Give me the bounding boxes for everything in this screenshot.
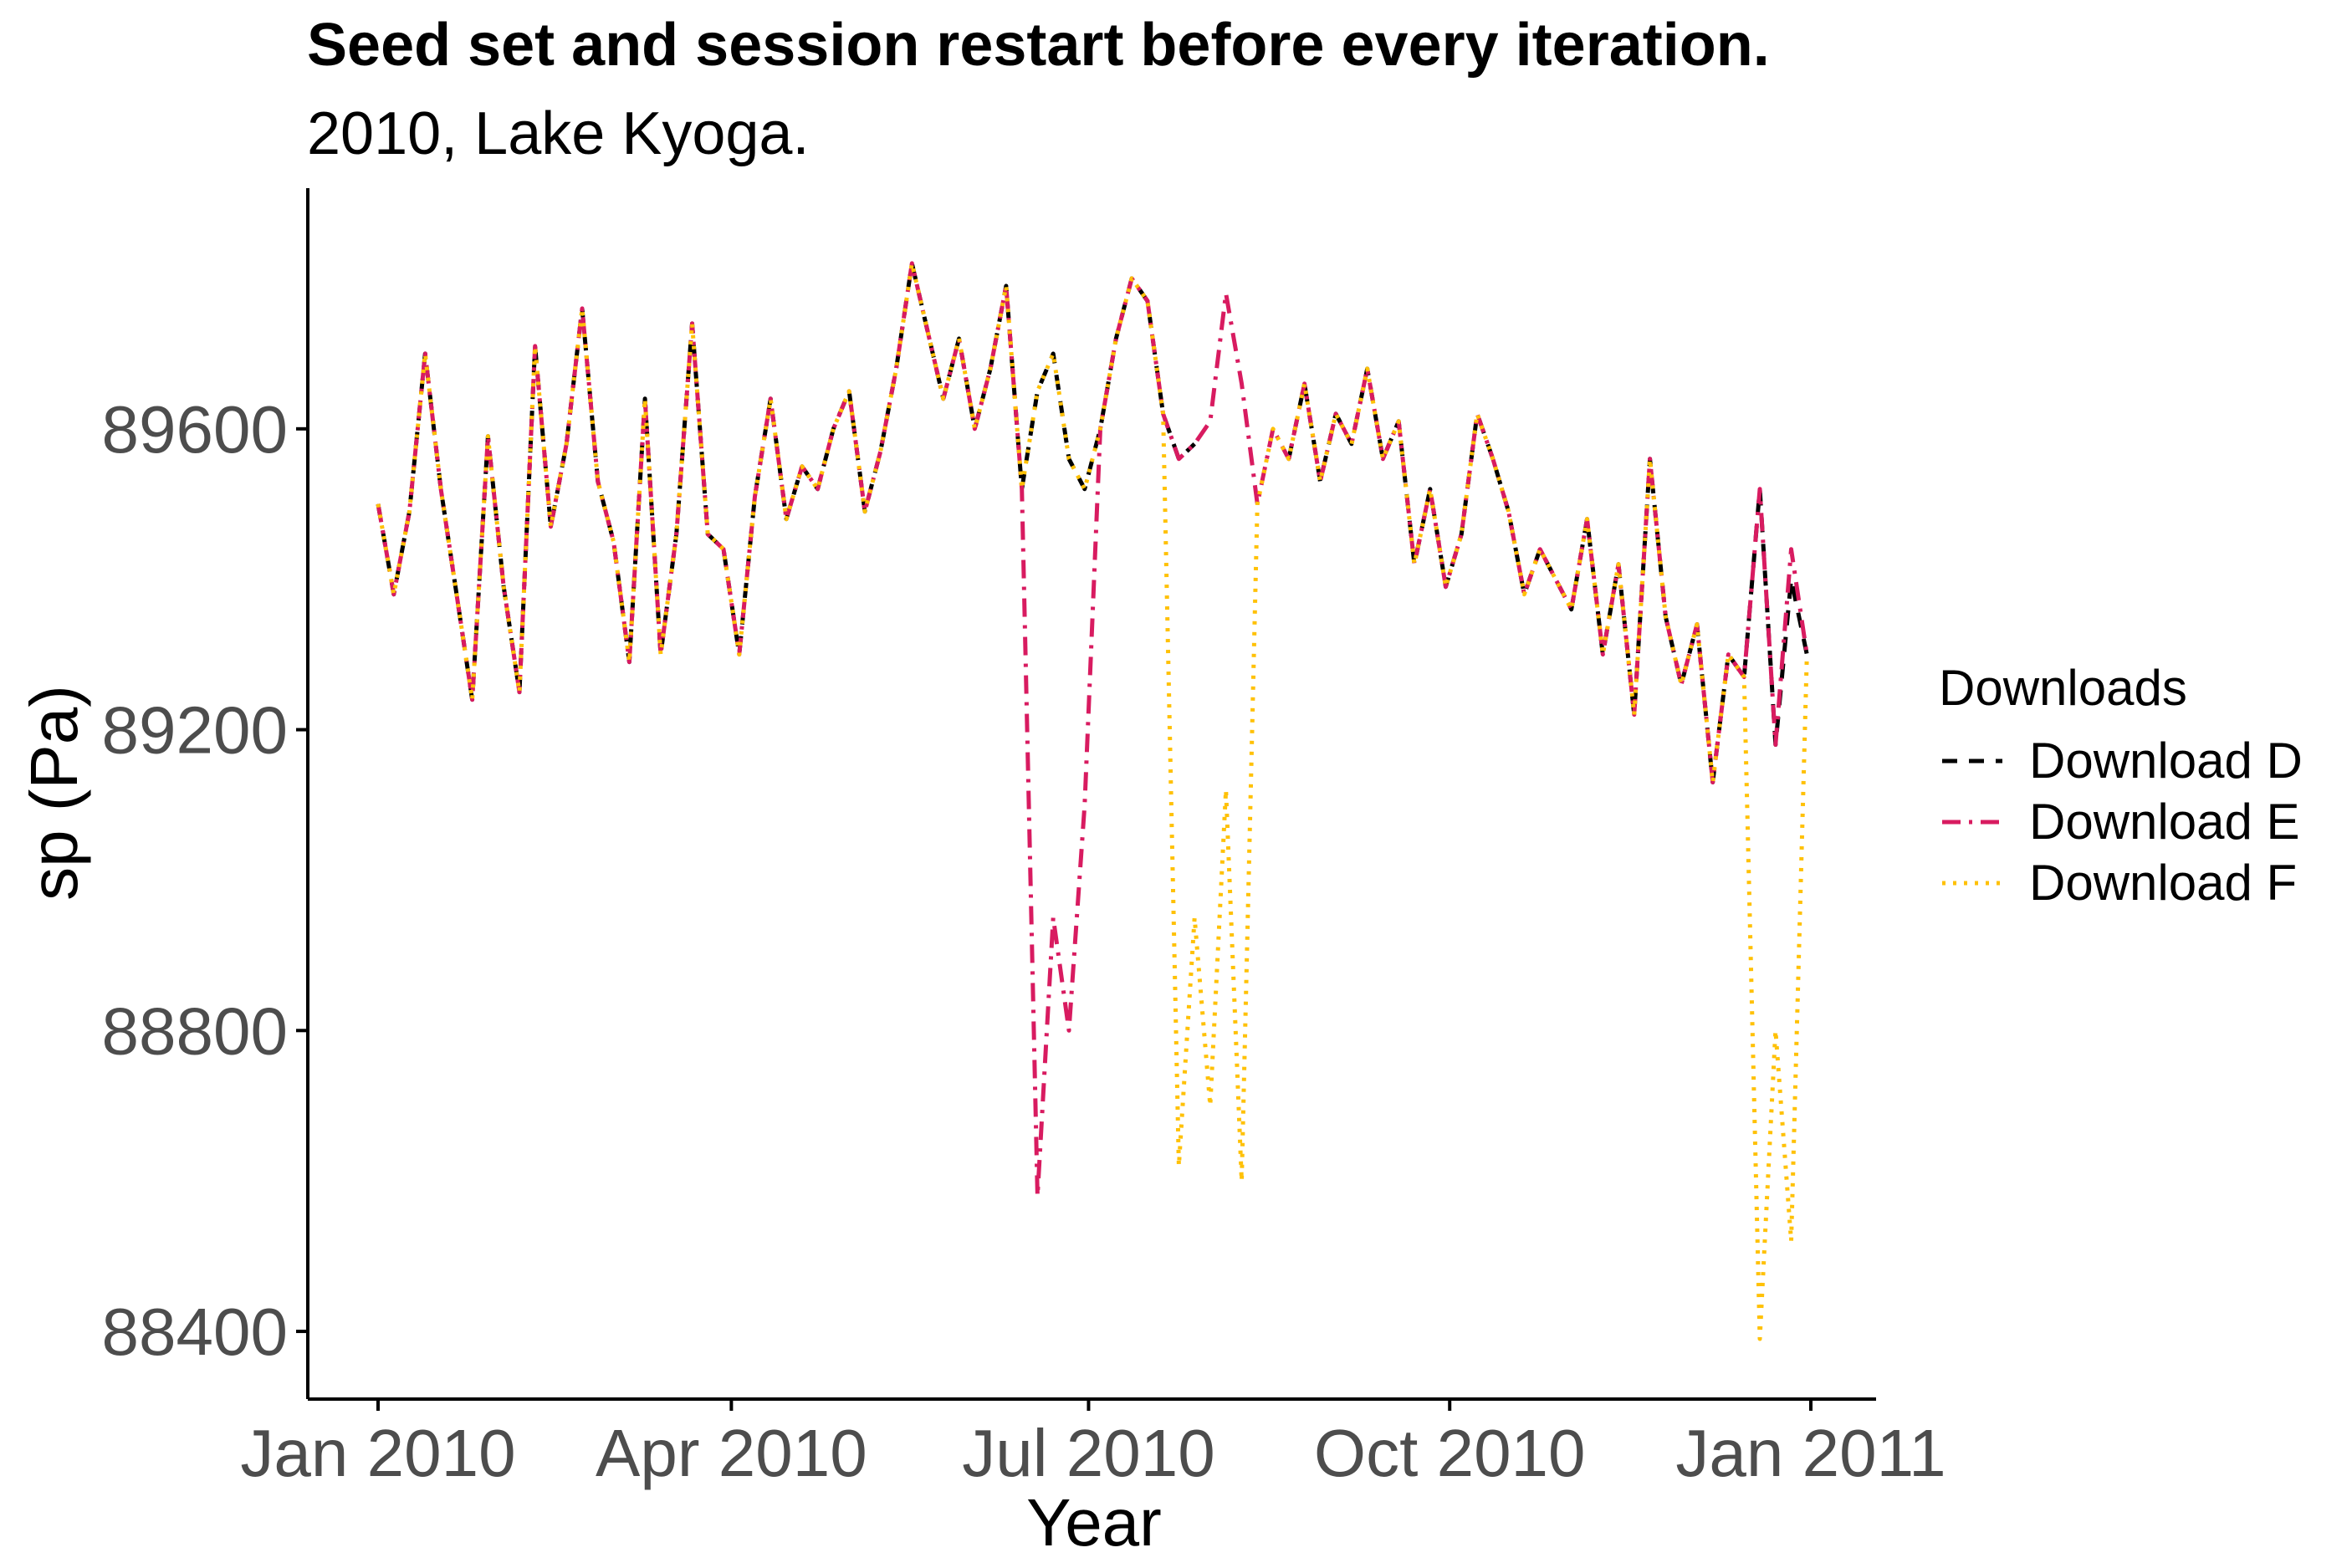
legend-item-download-d: Download D [1939,730,2303,791]
x-axis-title: Year [1026,1485,1162,1560]
x-tick-label: Jan 2011 [1675,1416,1946,1490]
y-tick-label: 89600 [102,392,288,467]
chart-subtitle: 2010, Lake Kyoga. [307,100,810,167]
x-tick-label: Jul 2010 [962,1416,1214,1490]
legend-title: Downloads [1939,660,2187,716]
series-line-download-e [376,261,1809,1198]
series-line-download-f [376,261,1809,1341]
legend-key-icon [1942,820,2002,824]
x-tick-label: Oct 2010 [1314,1416,1586,1490]
series-line-download-d-seg-1 [1286,366,1809,784]
y-axis-title: sp (Pa) [17,685,91,901]
legend: Downloads Download D Download E Download F [1939,663,2303,913]
legend-label: Download D [2029,733,2303,789]
legend-key-icon [1942,881,2002,885]
x-tick-label: Jan 2010 [240,1416,515,1490]
x-tick-label: Apr 2010 [596,1416,867,1490]
legend-label: Download F [2029,855,2298,911]
legend-item-download-f: Download F [1939,852,2303,913]
chart-title: Seed set and session restart before ever… [307,12,1770,79]
y-tick-label: 88400 [102,1295,288,1369]
series-line-download-d-seg-0 [376,261,1196,702]
y-tick-label: 89200 [102,693,288,768]
legend-label: Download E [2029,794,2300,850]
legend-item-download-e: Download E [1939,791,2303,852]
legend-key-icon [1942,758,2002,763]
y-tick-label: 88800 [102,993,288,1068]
